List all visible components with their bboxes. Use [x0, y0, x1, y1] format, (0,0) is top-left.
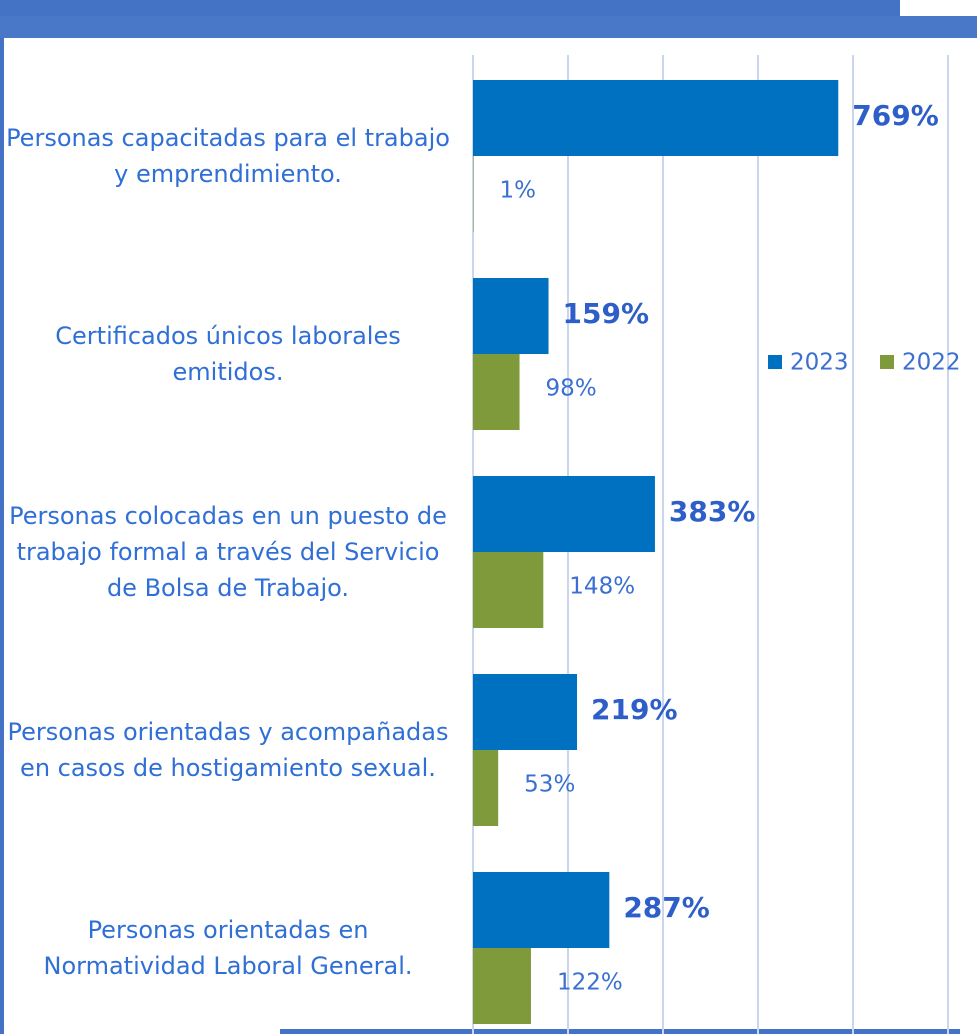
value-label: 148% [569, 574, 635, 600]
legend-label: 2022 [902, 350, 961, 376]
bar [473, 948, 531, 1024]
value-label: 53% [524, 772, 575, 798]
bar [473, 476, 655, 552]
category-label: Personas colocadas en un puesto de traba… [9, 502, 447, 602]
value-label: 769% [852, 99, 939, 132]
bar [473, 278, 549, 354]
value-label: 122% [557, 970, 623, 996]
frame-left [0, 38, 4, 1034]
bar [473, 750, 499, 826]
value-label: 1% [499, 178, 535, 204]
category-label: Personas orientadas en Normatividad Labo… [43, 916, 413, 980]
bar [473, 354, 520, 430]
bar [473, 552, 544, 628]
frame-band [0, 16, 977, 38]
frame-bottom [280, 1029, 960, 1034]
legend-label: 2023 [790, 350, 849, 376]
bar [473, 674, 578, 750]
category-label: Personas capacitadas para el trabajo y e… [6, 124, 450, 188]
legend-swatch [880, 355, 894, 369]
category-label: Certificados únicos laborales emitidos. [55, 322, 401, 386]
category-label: Personas orientadas y acompañadas en cas… [7, 718, 449, 782]
value-label: 159% [563, 297, 650, 330]
value-label: 287% [623, 891, 710, 924]
value-label: 383% [669, 495, 756, 528]
value-label: 219% [591, 693, 678, 726]
value-label: 98% [546, 376, 597, 402]
bar [473, 80, 839, 156]
bar [473, 872, 610, 948]
legend-swatch [768, 355, 782, 369]
frame-top [0, 0, 900, 16]
